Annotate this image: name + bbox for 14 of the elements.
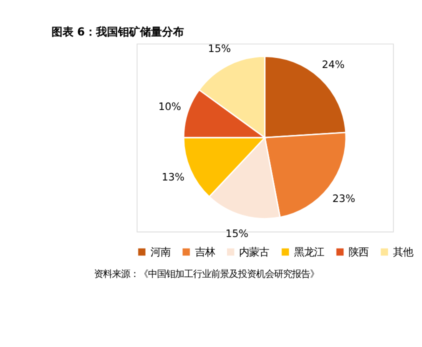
legend-label: 内蒙古 xyxy=(239,246,270,258)
legend-label: 其他 xyxy=(392,246,413,258)
data-label: 10% xyxy=(158,101,182,114)
chart-title: 图表 6：我国钼矿储量分布 xyxy=(51,26,184,39)
text: 资料来源：《中国钼加工行业前景及投资机会研究报告》 xyxy=(94,268,319,280)
legend-label: 黑龙江 xyxy=(294,246,324,258)
legend-label: 河南 xyxy=(150,246,170,258)
data-label: 15% xyxy=(226,228,249,240)
legend-label: 陕西 xyxy=(348,246,369,258)
data-label: 23% xyxy=(332,193,356,206)
data-label: 24% xyxy=(322,59,345,72)
data-label: 15% xyxy=(208,42,232,55)
legend-label: 吉林 xyxy=(194,246,215,258)
data-label: 13% xyxy=(162,172,185,184)
